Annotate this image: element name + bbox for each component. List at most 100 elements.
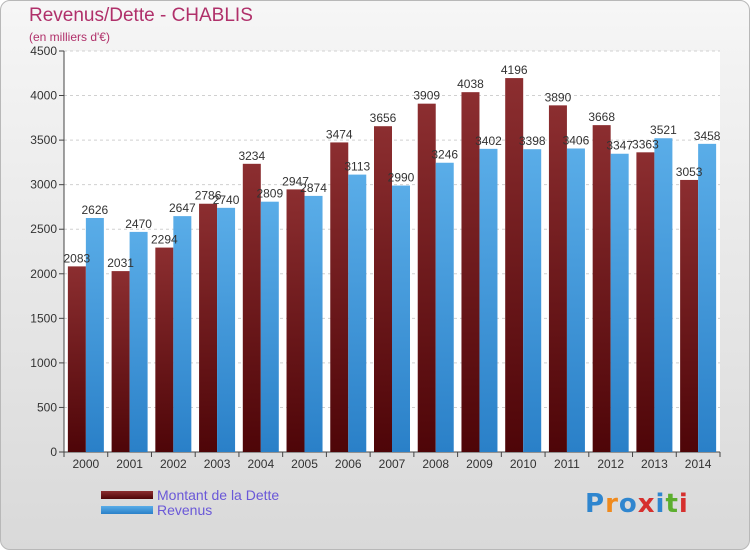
x-tick-label: 2001: [116, 457, 143, 471]
logo-letter: x: [637, 489, 656, 519]
x-tick-label: 2002: [160, 457, 187, 471]
data-label-revenus: 2990: [388, 171, 415, 185]
logo-letter: r: [605, 489, 619, 519]
y-tick-label: 4000: [30, 89, 57, 103]
legend: Montant de la Dette Revenus: [101, 486, 280, 518]
data-label-revenus: 3347: [606, 139, 633, 153]
logo-letter: o: [618, 489, 638, 519]
bar-dette: [199, 203, 218, 452]
chart-title: Revenus/Dette - CHABLIS: [29, 5, 253, 26]
y-tick-label: 2500: [30, 222, 57, 236]
bar-dette: [636, 152, 655, 452]
data-label-revenus: 2874: [300, 181, 327, 195]
bar-revenus: [698, 143, 717, 453]
logo-letter: P: [585, 489, 606, 519]
data-label-dette: 2294: [151, 233, 178, 247]
y-tick-label: 1000: [30, 356, 57, 370]
data-label-revenus: 3521: [650, 123, 677, 137]
x-tick-label: 2011: [554, 457, 580, 471]
data-label-dette: 3363: [632, 137, 659, 151]
bar-dette: [67, 266, 86, 452]
bar-revenus: [348, 174, 367, 452]
data-label-revenus: 3113: [344, 160, 370, 174]
data-label-revenus: 2647: [169, 201, 196, 215]
data-label-revenus: 3458: [694, 129, 721, 143]
y-tick-label: 0: [50, 445, 57, 459]
data-label-revenus: 3402: [475, 134, 502, 148]
data-label-dette: 2947: [282, 174, 309, 188]
data-label-revenus: 2740: [213, 193, 240, 207]
bar-revenus: [610, 153, 629, 452]
data-label-dette: 3668: [588, 110, 615, 124]
data-label-dette: 3656: [370, 111, 397, 125]
bar-revenus: [173, 216, 192, 452]
bar-dette: [242, 163, 261, 452]
legend-swatch-revenus: [101, 505, 153, 514]
bar-dette: [330, 142, 349, 453]
logo-letter: t: [665, 489, 679, 519]
legend-label-dette: Montant de la Dette: [157, 486, 280, 503]
data-label-dette: 4038: [457, 77, 484, 91]
data-label-revenus: 2470: [125, 217, 152, 231]
data-label-dette: 3890: [545, 90, 572, 104]
legend-item-revenus: Revenus: [101, 501, 279, 518]
logo-letter: i: [678, 489, 689, 519]
bar-dette: [417, 103, 436, 452]
x-tick-label: 2009: [466, 457, 493, 471]
bar-revenus: [392, 185, 410, 452]
bar-dette: [374, 126, 392, 452]
data-label-dette: 3474: [326, 127, 353, 141]
data-label-dette: 2786: [195, 189, 222, 203]
bar-revenus: [435, 162, 454, 452]
x-tick-label: 2004: [247, 457, 274, 471]
data-label-revenus: 3398: [519, 134, 546, 148]
bar-dette: [505, 78, 524, 452]
y-tick-label: 3000: [30, 178, 57, 192]
bar-revenus: [129, 231, 148, 452]
y-tick-label: 3500: [30, 133, 57, 147]
data-label-revenus: 2626: [82, 203, 109, 217]
bar-revenus: [304, 195, 323, 453]
bar-dette: [592, 125, 611, 452]
bar-revenus: [85, 217, 104, 452]
legend-swatch-dette: [101, 490, 153, 499]
y-tick-label: 1500: [30, 311, 57, 325]
data-label-revenus: 2809: [256, 187, 283, 201]
y-tick-label: 2000: [30, 267, 57, 281]
bar-revenus: [566, 148, 585, 452]
data-label-dette: 2031: [107, 256, 134, 270]
y-tick-label: 500: [37, 400, 57, 414]
x-tick-label: 2003: [204, 457, 231, 471]
data-label-dette: 4196: [501, 63, 528, 77]
bar-revenus: [479, 148, 498, 452]
data-label-revenus: 3406: [563, 133, 590, 147]
data-label-dette: 3053: [676, 165, 703, 179]
data-label-dette: 3234: [238, 149, 265, 163]
proxiti-logo: Proxiti: [585, 489, 689, 519]
data-label-dette: 2083: [64, 251, 91, 265]
bar-dette: [461, 92, 480, 452]
x-tick-label: 2010: [510, 457, 537, 471]
bar-dette: [155, 247, 174, 452]
bar-revenus: [217, 207, 236, 452]
bar-dette: [548, 105, 567, 452]
x-tick-label: 2014: [685, 457, 712, 471]
x-tick-label: 2012: [597, 457, 624, 471]
bar-revenus: [654, 138, 673, 452]
bar-dette: [286, 189, 305, 452]
bar-dette: [111, 271, 130, 452]
chart-subtitle: (en milliers d'€): [29, 30, 110, 44]
y-tick-label: 4500: [30, 44, 57, 58]
legend-label-revenus: Revenus: [157, 501, 213, 518]
bar-revenus: [523, 149, 542, 452]
bar-revenus: [260, 201, 279, 452]
x-tick-label: 2008: [422, 457, 449, 471]
data-label-revenus: 3246: [431, 148, 458, 162]
x-tick-label: 2000: [73, 457, 100, 471]
x-tick-label: 2005: [291, 457, 318, 471]
bar-dette: [680, 179, 699, 452]
data-label-dette: 3909: [413, 89, 440, 103]
x-tick-label: 2006: [335, 457, 362, 471]
